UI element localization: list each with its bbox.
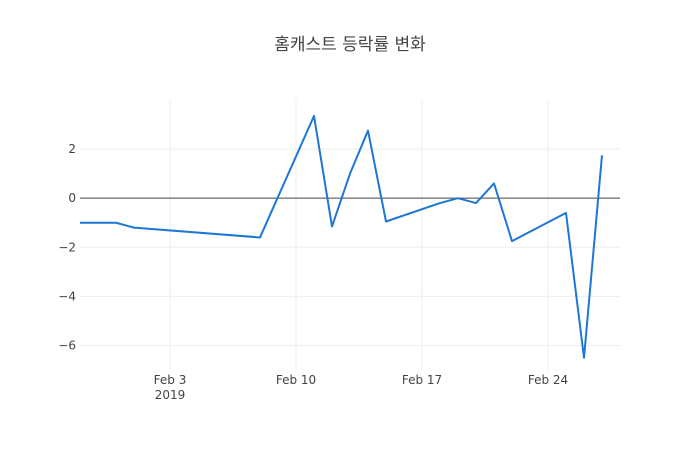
x-tick-label: Feb 17 [402,373,442,387]
y-tick-label: −6 [58,338,76,352]
x-tick-label: Feb 24 [528,373,568,387]
chart-title: 홈캐스트 등락률 변화 [274,35,426,55]
x-tick-label: Feb 3 [154,373,187,387]
x-tick-label: Feb 10 [276,373,316,387]
grid-layer [80,100,620,370]
y-tick-label: 2 [68,142,76,156]
series-layer [80,114,603,359]
y-tick-label: 0 [68,191,76,205]
y-tick-label: −4 [58,289,76,303]
y-tick-label: −2 [58,240,76,254]
x-tick-year-label: 2019 [155,388,186,402]
series-line [80,114,603,359]
